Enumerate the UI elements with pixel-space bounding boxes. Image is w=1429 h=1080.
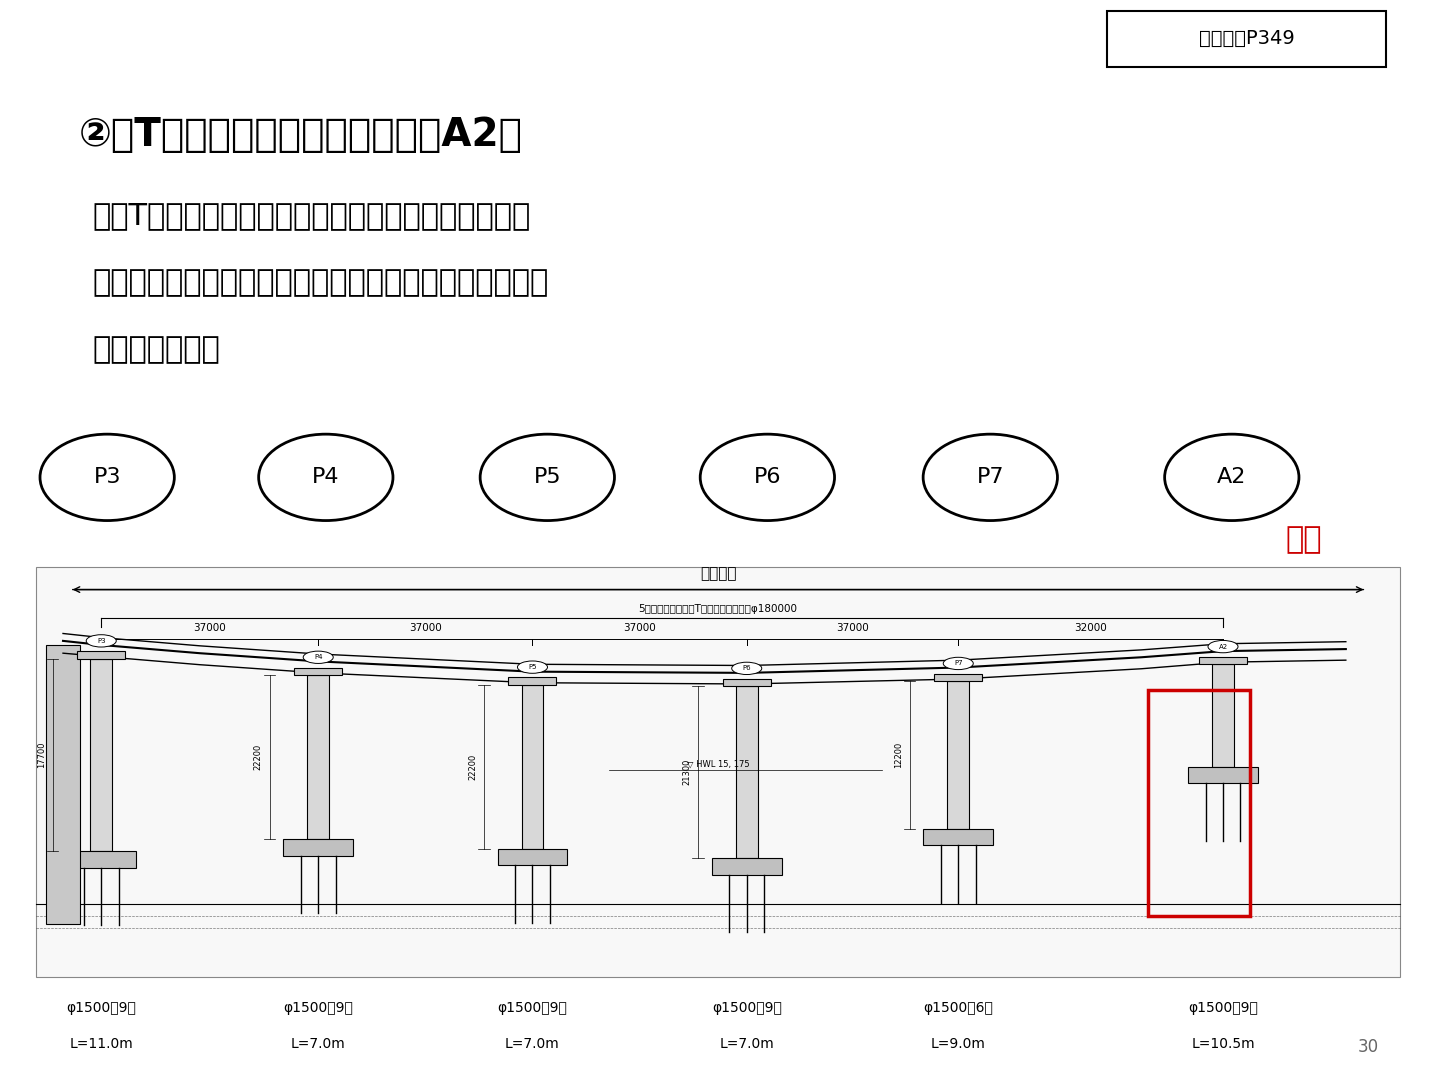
Ellipse shape xyxy=(700,434,835,521)
Text: 17700: 17700 xyxy=(37,742,46,768)
Bar xyxy=(923,828,993,846)
Text: ②逆T式橋台（基本）　１基　（A2）: ②逆T式橋台（基本） １基 （A2） xyxy=(79,116,523,154)
Text: P7: P7 xyxy=(976,468,1005,487)
Bar xyxy=(497,849,567,865)
Text: φ1500　9本: φ1500 9本 xyxy=(497,1001,567,1015)
Text: 基本: 基本 xyxy=(1285,526,1322,554)
Text: φ1500　9本: φ1500 9本 xyxy=(712,1001,782,1015)
Bar xyxy=(283,839,353,855)
Text: L=7.0m: L=7.0m xyxy=(504,1037,560,1051)
Ellipse shape xyxy=(517,661,547,673)
Bar xyxy=(66,851,136,868)
Text: 32000: 32000 xyxy=(1075,623,1107,633)
Ellipse shape xyxy=(923,434,1057,521)
Text: 5径間連続ポステンT桁（バルブ式）　φ180000: 5径間連続ポステンT桁（バルブ式） φ180000 xyxy=(639,604,797,615)
Text: L=7.0m: L=7.0m xyxy=(719,1037,775,1051)
Bar xyxy=(294,667,342,675)
Bar xyxy=(36,567,1400,977)
Bar xyxy=(935,674,982,681)
Text: L=11.0m: L=11.0m xyxy=(70,1037,133,1051)
Text: 37000: 37000 xyxy=(193,623,226,633)
Text: L=10.5m: L=10.5m xyxy=(1192,1037,1255,1051)
Bar xyxy=(947,681,969,828)
Text: φ1500　6本: φ1500 6本 xyxy=(923,1001,993,1015)
Text: L=7.0m: L=7.0m xyxy=(292,1037,346,1051)
Ellipse shape xyxy=(40,434,174,521)
Text: A2: A2 xyxy=(1219,644,1228,649)
Ellipse shape xyxy=(259,434,393,521)
Ellipse shape xyxy=(480,434,614,521)
Text: P4: P4 xyxy=(314,654,323,660)
Bar xyxy=(77,651,126,659)
Text: φ1500　9本: φ1500 9本 xyxy=(66,1001,136,1015)
Text: φ1500　9本: φ1500 9本 xyxy=(283,1001,353,1015)
Bar xyxy=(712,859,782,875)
Bar xyxy=(307,675,329,839)
Bar xyxy=(1147,690,1250,916)
Text: L=9.0m: L=9.0m xyxy=(930,1037,986,1051)
Text: ▽ HWL 15, 175: ▽ HWL 15, 175 xyxy=(687,759,749,769)
Ellipse shape xyxy=(732,662,762,675)
Text: 解説書：P349: 解説書：P349 xyxy=(1199,29,1295,49)
Text: 37000: 37000 xyxy=(836,623,869,633)
Text: P3: P3 xyxy=(93,468,121,487)
Bar xyxy=(522,685,543,849)
Bar xyxy=(1107,11,1386,67)
Text: を追加計上。: を追加計上。 xyxy=(93,336,220,364)
Text: 21300: 21300 xyxy=(682,759,692,785)
Text: P6: P6 xyxy=(743,665,752,672)
Text: 12200: 12200 xyxy=(893,742,903,768)
Bar xyxy=(723,678,770,686)
Text: P3: P3 xyxy=(97,638,106,644)
Text: 「逆T式橋台（１基当り）」標準歩掛に「液状化が生: 「逆T式橋台（１基当り）」標準歩掛に「液状化が生 xyxy=(93,202,532,230)
Text: φ1500　9本: φ1500 9本 xyxy=(1187,1001,1258,1015)
Text: P5: P5 xyxy=(533,468,562,487)
Bar xyxy=(46,645,80,924)
Bar xyxy=(1212,664,1233,767)
Bar xyxy=(736,686,757,859)
Text: P5: P5 xyxy=(529,664,537,670)
Ellipse shape xyxy=(86,635,116,647)
Text: 積算対象: 積算対象 xyxy=(700,566,736,581)
Bar xyxy=(90,659,111,851)
Text: P7: P7 xyxy=(955,661,963,666)
Ellipse shape xyxy=(1165,434,1299,521)
Text: 22200: 22200 xyxy=(467,754,477,780)
Text: じる地盤での橋台の耐力照査（１基当り）」標準歩掛: じる地盤での橋台の耐力照査（１基当り）」標準歩掛 xyxy=(93,269,549,297)
Bar xyxy=(1199,657,1248,664)
Ellipse shape xyxy=(1208,640,1238,652)
Text: 22200: 22200 xyxy=(254,744,263,770)
Text: 37000: 37000 xyxy=(409,623,442,633)
Text: A2: A2 xyxy=(1218,468,1246,487)
Text: P4: P4 xyxy=(312,468,340,487)
Text: P6: P6 xyxy=(753,468,782,487)
Text: 30: 30 xyxy=(1358,1038,1379,1056)
Text: 37000: 37000 xyxy=(623,623,656,633)
Bar xyxy=(1187,767,1258,783)
Ellipse shape xyxy=(303,651,333,663)
Bar xyxy=(509,677,556,685)
Ellipse shape xyxy=(943,658,973,670)
